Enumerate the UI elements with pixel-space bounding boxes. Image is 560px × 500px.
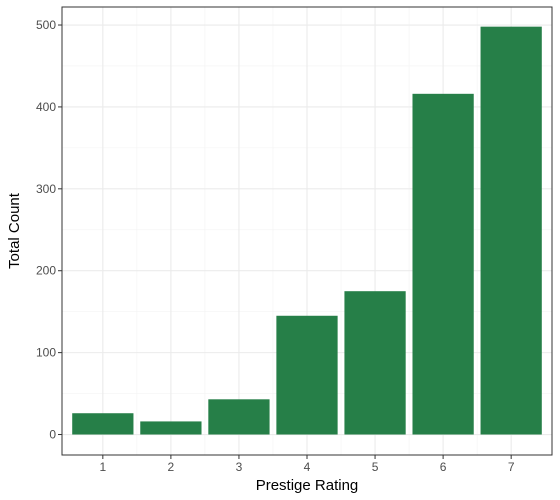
bar-3	[208, 399, 270, 435]
bar-4	[276, 315, 338, 435]
x-tick-label: 1	[99, 460, 106, 474]
x-axis: 1 2 3 4 5 6 7	[99, 455, 515, 474]
bar-7	[480, 26, 542, 435]
x-axis-title: Prestige Rating	[256, 477, 359, 494]
x-tick-label: 2	[168, 460, 175, 474]
y-axis-title: Total Count	[6, 192, 23, 269]
y-tick-label: 100	[36, 346, 56, 360]
y-axis: 0 100 200 300 400 500	[36, 18, 62, 442]
y-tick-label: 400	[36, 100, 56, 114]
y-tick-label: 200	[36, 264, 56, 278]
x-tick-label: 5	[372, 460, 379, 474]
x-tick-label: 4	[304, 460, 311, 474]
x-tick-label: 6	[440, 460, 447, 474]
bars	[72, 26, 542, 435]
x-tick-label: 7	[508, 460, 515, 474]
bar-1	[72, 413, 134, 435]
y-tick-label: 500	[36, 18, 56, 32]
bar-2	[140, 421, 202, 435]
bar-6	[412, 93, 474, 435]
y-tick-label: 300	[36, 182, 56, 196]
x-tick-label: 3	[236, 460, 243, 474]
bar-5	[344, 291, 406, 435]
y-tick-label: 0	[49, 428, 56, 442]
